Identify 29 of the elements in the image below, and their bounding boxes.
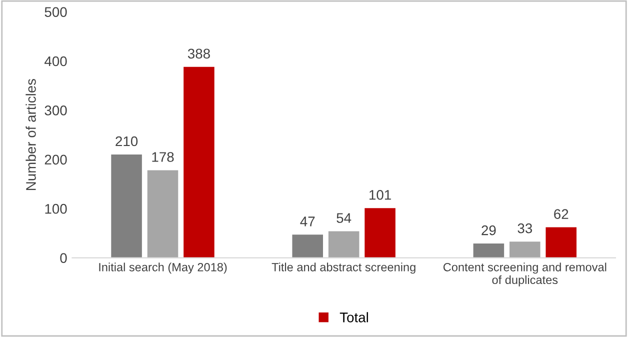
y-tick-label: 300 — [44, 106, 67, 116]
bar — [184, 66, 214, 258]
data-label: 210 — [116, 136, 138, 146]
legend-label: Total — [340, 312, 368, 322]
data-label: 388 — [188, 48, 210, 59]
y-tick-label: 400 — [44, 56, 67, 66]
y-tick-label: 500 — [44, 7, 67, 17]
x-tick-label: Initial search (May 2018) — [99, 262, 227, 274]
x-tick-label: Title and abstract screening — [272, 262, 416, 274]
bar — [546, 227, 577, 258]
data-label: 33 — [518, 223, 532, 234]
bar — [111, 154, 142, 258]
bar — [364, 208, 396, 258]
y-tick-label: 0 — [60, 253, 67, 263]
bar — [328, 231, 360, 258]
data-label: 178 — [152, 152, 174, 162]
data-label: 54 — [336, 213, 352, 223]
y-tick-label: 100 — [45, 204, 67, 214]
data-label: 101 — [370, 190, 391, 200]
data-label: 29 — [482, 225, 496, 236]
data-label: 47 — [300, 216, 315, 226]
y-axis-title: Number of articles — [26, 78, 36, 190]
x-tick-label: Content screening and removal of duplicates — [443, 262, 606, 286]
data-label: 62 — [554, 209, 568, 219]
bar — [510, 242, 540, 258]
bar — [473, 244, 504, 258]
y-tick-label: 200 — [44, 154, 67, 165]
bar — [147, 170, 178, 258]
bar — [292, 234, 324, 258]
